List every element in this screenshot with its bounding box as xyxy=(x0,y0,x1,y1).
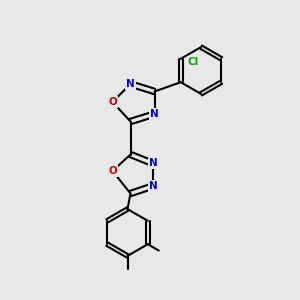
Text: O: O xyxy=(108,166,117,176)
Text: N: N xyxy=(148,181,158,191)
Text: N: N xyxy=(150,109,159,119)
Text: O: O xyxy=(108,97,117,107)
Text: N: N xyxy=(126,79,135,89)
Text: N: N xyxy=(148,158,158,169)
Text: Cl: Cl xyxy=(187,57,199,67)
